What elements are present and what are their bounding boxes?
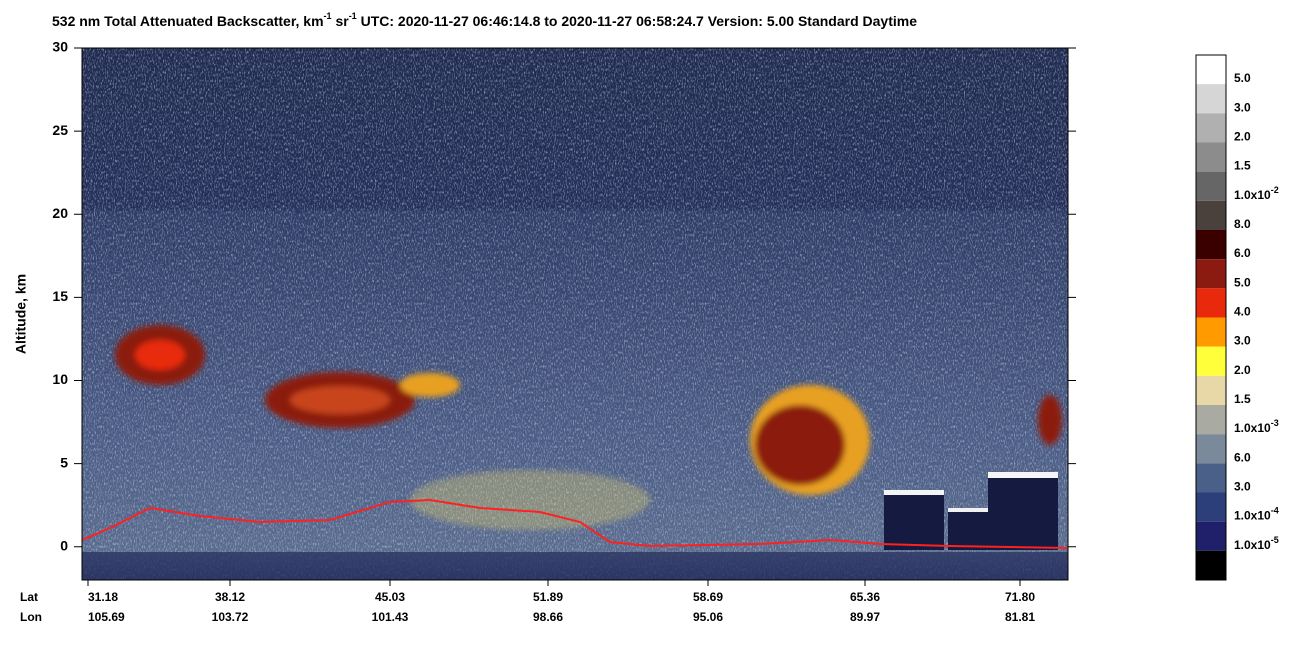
colorbar-label-part: 1.0x10: [1234, 188, 1271, 202]
colorbar-label: 1.5: [1234, 392, 1251, 406]
colorbar-swatch: [1196, 317, 1226, 347]
colorbar-label-part: -5: [1271, 535, 1279, 545]
colorbar-label-part: 5.0: [1234, 276, 1251, 290]
lat-label: 31.18: [88, 590, 118, 604]
colorbar-label: 1.0x10-2: [1234, 185, 1279, 202]
colorbar-label: 2.0: [1234, 363, 1251, 377]
x-row-label: Lat: [20, 590, 38, 604]
colorbar-swatch: [1196, 434, 1226, 464]
chart-title: 532 nm Total Attenuated Backscatter, km-…: [52, 11, 917, 28]
colorbar-swatch: [1196, 521, 1226, 551]
lon-label: 103.72: [212, 610, 249, 624]
colorbar-label: 6.0: [1234, 451, 1251, 465]
colorbar-label-part: 3.0: [1234, 334, 1251, 348]
colorbar-label: 3.0: [1234, 334, 1251, 348]
lon-label: 95.06: [693, 610, 723, 624]
y-tick-label: 0: [60, 537, 68, 553]
colorbar-label-part: 6.0: [1234, 246, 1251, 260]
colorbar-label-part: 1.0x10: [1234, 538, 1271, 552]
colorbar-swatch: [1196, 405, 1226, 435]
title-part: UTC: 2020-11-27 06:46:14.8 to 2020-11-27…: [357, 13, 918, 29]
colorbar: 5.03.02.01.51.0x10-28.06.05.04.03.02.01.…: [1195, 54, 1279, 581]
y-tick-label: 25: [52, 122, 68, 138]
y-axis-label: Altitude, km: [13, 274, 29, 354]
colorbar-swatch: [1196, 200, 1226, 230]
colorbar-label-part: 2.0: [1234, 130, 1251, 144]
lat-label: 38.12: [215, 590, 245, 604]
colorbar-label-part: 4.0: [1234, 305, 1251, 319]
colorbar-label: 1.0x10-5: [1234, 535, 1279, 552]
title-part: -1: [349, 11, 357, 21]
colorbar-swatch: [1196, 346, 1226, 376]
colorbar-swatch: [1196, 171, 1226, 201]
colorbar-label: 4.0: [1234, 305, 1251, 319]
colorbar-label: 5.0: [1234, 276, 1251, 290]
plot-frame: [81, 47, 1069, 581]
lat-label: 51.89: [533, 590, 563, 604]
title-part: sr: [332, 13, 350, 29]
colorbar-label-part: 6.0: [1234, 451, 1251, 465]
colorbar-label-part: 3.0: [1234, 480, 1251, 494]
y-tick-label: 5: [60, 454, 68, 470]
colorbar-label-part: -4: [1271, 506, 1279, 516]
colorbar-label: 1.0x10-4: [1234, 506, 1279, 523]
y-tick-label: 30: [52, 39, 68, 55]
y-tick-label: 15: [52, 288, 68, 304]
colorbar-label: 3.0: [1234, 101, 1251, 115]
plot-image: [81, 48, 1069, 580]
lon-label: 101.43: [372, 610, 409, 624]
colorbar-label-part: 8.0: [1234, 217, 1251, 231]
lat-label: 65.36: [850, 590, 880, 604]
lon-label: 105.69: [88, 610, 125, 624]
colorbar-swatch: [1196, 375, 1226, 405]
colorbar-label-part: 2.0: [1234, 363, 1251, 377]
colorbar-label: 5.0: [1234, 71, 1251, 85]
colorbar-swatch: [1196, 142, 1226, 172]
colorbar-swatch: [1196, 550, 1226, 580]
lon-label: 89.97: [850, 610, 880, 624]
lon-label: 98.66: [533, 610, 563, 624]
lat-label: 45.03: [375, 590, 405, 604]
colorbar-label: 1.5: [1234, 159, 1251, 173]
y-tick-label: 20: [52, 205, 68, 221]
colorbar-label-part: 3.0: [1234, 101, 1251, 115]
colorbar-swatch: [1196, 259, 1226, 289]
colorbar-label: 8.0: [1234, 217, 1251, 231]
colorbar-swatch: [1196, 492, 1226, 522]
title-part: 532 nm Total Attenuated Backscatter, km: [52, 13, 324, 29]
colorbar-label-part: 1.5: [1234, 392, 1251, 406]
colorbar-label: 1.0x10-3: [1234, 419, 1279, 436]
colorbar-swatch: [1196, 113, 1226, 143]
x-row-label: Lon: [20, 610, 42, 624]
colorbar-label-part: 1.5: [1234, 159, 1251, 173]
colorbar-label-part: 5.0: [1234, 71, 1251, 85]
colorbar-swatch: [1196, 288, 1226, 318]
colorbar-label-part: -3: [1271, 419, 1279, 429]
colorbar-swatch: [1196, 84, 1226, 114]
colorbar-label: 6.0: [1234, 246, 1251, 260]
y-tick-label: 10: [52, 371, 68, 387]
colorbar-label-part: -2: [1271, 185, 1279, 195]
colorbar-frame: [1195, 54, 1227, 581]
colorbar-swatch: [1196, 463, 1226, 493]
colorbar-swatch: [1196, 230, 1226, 260]
lat-label: 58.69: [693, 590, 723, 604]
colorbar-label-part: 1.0x10: [1234, 509, 1271, 523]
lat-label: 71.80: [1005, 590, 1035, 604]
colorbar-label: 2.0: [1234, 130, 1251, 144]
lon-label: 81.81: [1005, 610, 1035, 624]
colorbar-swatch: [1196, 55, 1226, 85]
colorbar-label: 3.0: [1234, 480, 1251, 494]
title-part: -1: [324, 11, 332, 21]
colorbar-label-part: 1.0x10: [1234, 421, 1271, 435]
